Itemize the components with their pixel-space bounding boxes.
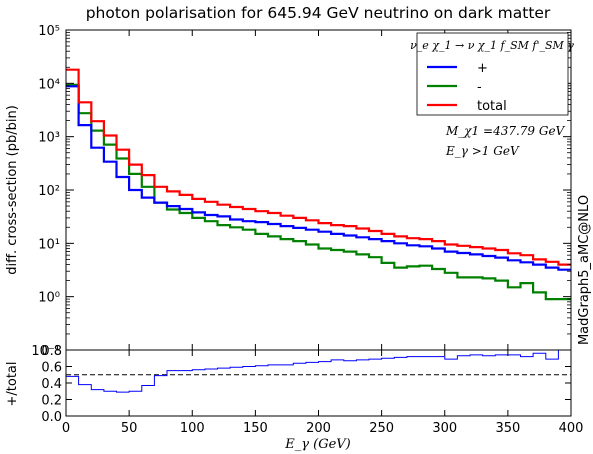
y-tick-label: 10²: [38, 184, 60, 199]
legend-label: -: [477, 80, 482, 95]
series-line-total: [66, 68, 571, 266]
y-tick-label: 10⁵: [38, 24, 60, 39]
legend-label: total: [477, 99, 507, 114]
x-tick-label: 0: [62, 421, 70, 436]
ratio-axis-label: +/total: [5, 362, 20, 407]
x-tick-label: 150: [243, 421, 268, 436]
ratio-frame: [65, 349, 572, 417]
ratio-tick-label: 0.4: [41, 377, 62, 392]
x-tick-label: 400: [559, 421, 584, 436]
legend: ν_e χ_1 → ν χ_1 f_SM f'_SM γ + - total: [410, 32, 574, 116]
x-tick-label: 200: [306, 421, 331, 436]
y-axis-label: diff. cross-section (pb/bin): [5, 105, 20, 275]
ratio-tick-label: 0.6: [41, 361, 62, 376]
series-line-plus: [66, 85, 571, 271]
x-axis-label: E_γ (GeV): [284, 437, 351, 452]
energy-cut-annotation: E_γ >1 GeV: [445, 144, 520, 158]
mass-annotation: M_χ1 =437.79 GeV: [445, 124, 566, 138]
ratio-panel: [65, 349, 572, 417]
y-tick-label: 10⁴: [38, 77, 60, 92]
x-tick-label: 350: [495, 421, 520, 436]
series-line-minus: [66, 83, 571, 301]
legend-box: [416, 32, 569, 116]
ratio-tick-label: 0.0: [41, 410, 62, 425]
y-tick-label: 10⁰: [38, 291, 60, 306]
chart-title: photon polarisation for 645.94 GeV neutr…: [86, 4, 551, 22]
ratio-tick-label: 0.2: [41, 394, 62, 409]
legend-label: +: [477, 61, 488, 76]
y-tick-label: 10¹: [38, 237, 60, 252]
y-tick-label: 10³: [38, 131, 60, 146]
x-tick-label: 300: [432, 421, 457, 436]
x-tick-label: 250: [369, 421, 394, 436]
ratio-line: [66, 349, 571, 393]
x-tick-label: 50: [121, 421, 138, 436]
ratio-tick-label: 0.8: [41, 344, 62, 359]
generator-label: MadGraph5_aMC@NLO: [577, 195, 592, 345]
legend-title: ν_e χ_1 → ν χ_1 f_SM f'_SM γ: [410, 39, 574, 52]
x-tick-label: 100: [180, 421, 205, 436]
y-tick-label: 10⁻¹: [31, 344, 60, 359]
